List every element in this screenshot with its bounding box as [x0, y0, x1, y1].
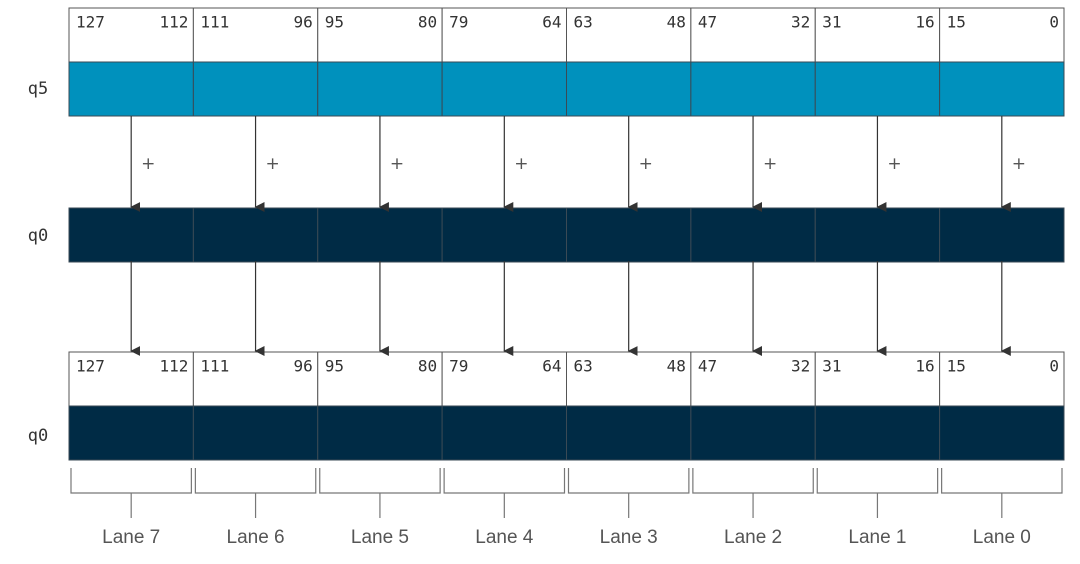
register-lane — [68, 207, 194, 263]
register-lane — [814, 405, 941, 461]
bit-cell — [441, 7, 567, 63]
lane-bracket — [692, 468, 814, 518]
operator: + — [639, 154, 653, 174]
bit-high: 47 — [698, 13, 717, 32]
operator: + — [763, 154, 777, 174]
bit-high: 31 — [822, 357, 841, 376]
bit-cell — [192, 351, 319, 407]
register-lane — [192, 405, 319, 461]
bit-high: 79 — [449, 13, 468, 32]
lane-bracket — [443, 468, 566, 518]
register-label: q5 — [28, 79, 48, 99]
lane-label: Lane 4 — [475, 527, 534, 548]
operator: + — [141, 154, 155, 174]
register-lane — [317, 61, 443, 117]
register-lane — [441, 207, 567, 263]
bit-low: 48 — [667, 13, 686, 32]
register-lane — [690, 405, 816, 461]
register-lane — [317, 405, 443, 461]
lane-bracket — [70, 468, 192, 518]
bit-low: 96 — [293, 357, 312, 376]
bit-high: 127 — [76, 357, 105, 376]
register-lane — [814, 207, 941, 263]
bit-cell — [317, 7, 443, 63]
operator: + — [514, 154, 528, 174]
bit-high: 15 — [947, 13, 966, 32]
lane-bracket — [319, 468, 441, 518]
bit-low: 32 — [791, 13, 810, 32]
bit-low: 80 — [418, 13, 437, 32]
register-lane — [441, 405, 567, 461]
bit-low: 16 — [915, 13, 934, 32]
lane-label: Lane 6 — [227, 527, 285, 548]
lane-bracket — [941, 468, 1063, 518]
bit-low: 32 — [791, 357, 810, 376]
bit-cell — [690, 7, 816, 63]
register-lane — [68, 61, 194, 117]
register-lane — [939, 61, 1065, 117]
lane-bracket — [816, 468, 939, 518]
bit-low: 0 — [1049, 13, 1059, 32]
bit-low: 0 — [1049, 357, 1059, 376]
register-lane — [192, 207, 319, 263]
register-lane — [441, 61, 567, 117]
lane-label: Lane 3 — [600, 527, 658, 548]
bit-high: 95 — [325, 13, 344, 32]
bit-cell — [566, 351, 692, 407]
register-lane — [939, 207, 1065, 263]
bit-high: 95 — [325, 357, 344, 376]
bit-high: 15 — [947, 357, 966, 376]
bit-cell — [68, 7, 194, 63]
bit-high: 111 — [200, 357, 229, 376]
lane-label: Lane 5 — [351, 527, 409, 548]
bit-low: 112 — [159, 357, 188, 376]
register-label: q0 — [28, 426, 48, 446]
register-lane — [192, 61, 319, 117]
operator: + — [1012, 154, 1026, 174]
register-lane — [939, 405, 1065, 461]
bit-cell — [939, 351, 1065, 407]
bit-cell — [192, 7, 319, 63]
bit-high: 63 — [574, 357, 593, 376]
operator: + — [265, 154, 279, 174]
lane-label: Lane 2 — [724, 527, 782, 548]
bit-high: 47 — [698, 357, 717, 376]
operator: + — [390, 154, 404, 174]
bit-low: 112 — [159, 13, 188, 32]
bit-cell — [441, 351, 567, 407]
bit-low: 64 — [542, 13, 561, 32]
bit-low: 96 — [293, 13, 312, 32]
bit-high: 79 — [449, 357, 468, 376]
register-lane — [68, 405, 194, 461]
register-lane — [566, 61, 692, 117]
lane-bracket — [194, 468, 317, 518]
lane-bracket — [567, 468, 690, 518]
register-lane — [566, 207, 692, 263]
lane-label: Lane 0 — [973, 527, 1031, 548]
bit-low: 64 — [542, 357, 561, 376]
bit-low: 80 — [418, 357, 437, 376]
bit-high: 111 — [200, 13, 229, 32]
register-lane — [690, 207, 816, 263]
bit-high: 63 — [574, 13, 593, 32]
register-label: q0 — [28, 226, 48, 246]
register-lane — [814, 61, 941, 117]
lane-label: Lane 7 — [102, 527, 160, 548]
bit-high: 31 — [822, 13, 841, 32]
lane-label: Lane 1 — [848, 527, 906, 548]
operator: + — [887, 154, 901, 174]
bit-high: 127 — [76, 13, 105, 32]
register-lane — [690, 61, 816, 117]
bit-low: 16 — [915, 357, 934, 376]
bit-cell — [939, 7, 1065, 63]
register-lane — [317, 207, 443, 263]
register-lane — [566, 405, 692, 461]
bit-cell — [566, 7, 692, 63]
bit-low: 48 — [667, 357, 686, 376]
